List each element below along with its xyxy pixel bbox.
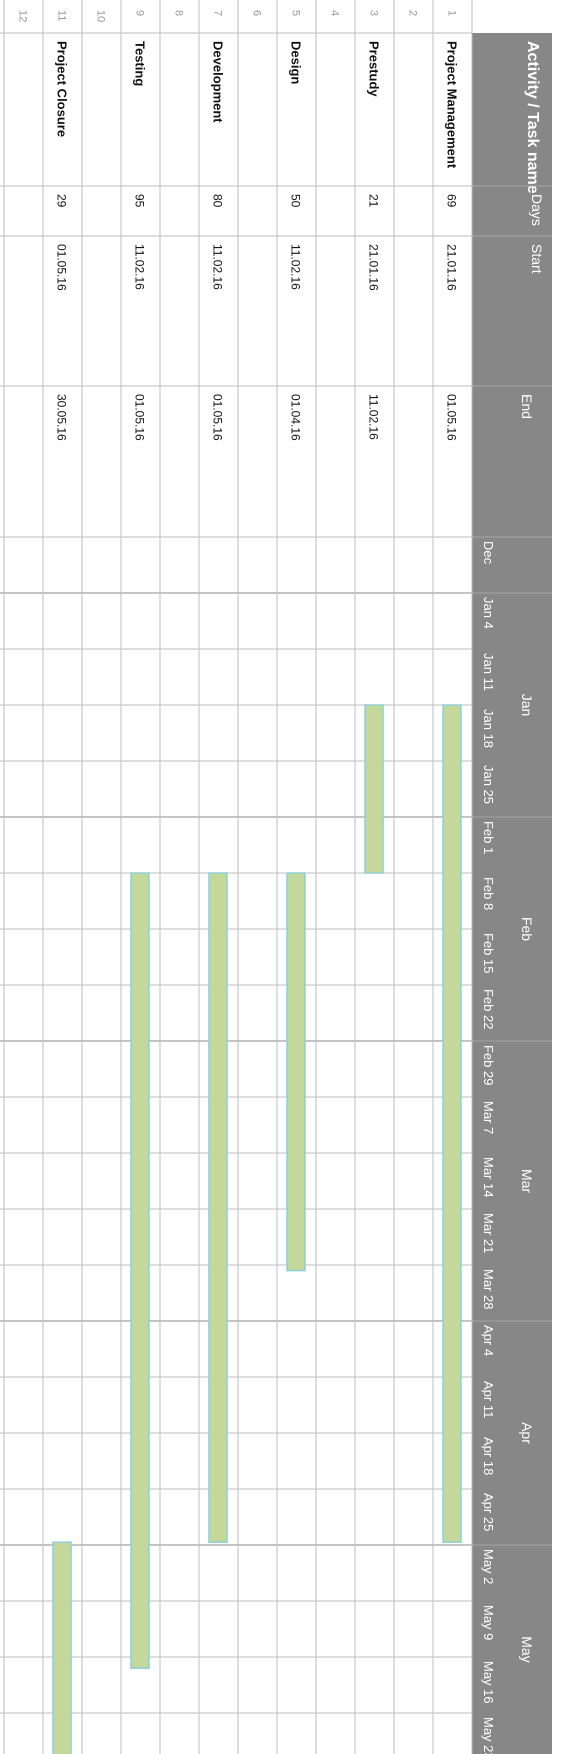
task-start: 11.02.16 [133, 244, 147, 290]
task-name: Project Closure [55, 41, 70, 137]
task-name: Project Management [445, 41, 460, 169]
week-label: Mar 28 [481, 1269, 496, 1309]
week-label: Jan 25 [481, 765, 496, 804]
task-days: 80 [211, 194, 225, 208]
task-days: 50 [289, 194, 303, 208]
task-start: 11.02.16 [289, 244, 303, 290]
row-number: 2 [407, 10, 419, 16]
week-label: Feb 29 [481, 1045, 496, 1085]
gantt-bar [130, 872, 150, 1669]
task-start: 21.01.16 [445, 244, 459, 291]
week-label: Mar 14 [481, 1157, 496, 1197]
week-label: Feb 8 [481, 877, 496, 910]
column-header-task: Activity / Task name [524, 41, 541, 194]
task-end: 01.04.16 [289, 394, 303, 441]
column-header-end: End [519, 394, 535, 419]
row-number: 9 [134, 10, 146, 16]
row-number: 1 [446, 10, 458, 16]
row-number: 3 [368, 10, 380, 16]
task-name: Design [289, 41, 304, 84]
task-name: Prestudy [367, 41, 382, 97]
month-label: Mar [519, 1169, 535, 1193]
column-header-days: Days [529, 194, 545, 226]
task-days: 95 [133, 194, 147, 208]
week-label: Mar 7 [481, 1101, 496, 1134]
week-label: Feb 1 [481, 821, 496, 854]
week-label: May 16 [481, 1661, 496, 1704]
gantt-bar [442, 704, 462, 1543]
task-name: Testing [133, 41, 148, 86]
week-label: Dec [481, 541, 496, 565]
task-start: 11.02.16 [211, 244, 225, 290]
task-start: 01.05.16 [55, 244, 69, 291]
week-label: May 9 [481, 1605, 496, 1640]
week-label: Jan 18 [481, 709, 496, 748]
gantt-bar [364, 704, 384, 874]
task-start: 21.01.16 [367, 244, 381, 291]
week-label: Jan 4 [481, 597, 496, 629]
row-number: 6 [251, 10, 263, 16]
task-end: 01.05.16 [445, 394, 459, 441]
task-days: 21 [367, 194, 381, 208]
month-label: Feb [519, 917, 535, 941]
task-end: 11.02.16 [367, 394, 381, 440]
month-label: Apr [519, 1422, 535, 1444]
week-label: Apr 4 [481, 1325, 496, 1356]
week-label: Jan 11 [481, 653, 496, 691]
row-number: 11 [56, 10, 68, 21]
week-label: Apr 11 [481, 1381, 496, 1418]
task-end: 01.05.16 [133, 394, 147, 441]
week-label: Mar 21 [481, 1213, 496, 1253]
week-label: Feb 15 [481, 933, 496, 973]
month-label: Jan [519, 694, 535, 717]
month-label: May [519, 1636, 535, 1662]
row-number: 4 [329, 10, 341, 16]
task-days: 29 [55, 194, 69, 208]
week-label: Apr 18 [481, 1437, 496, 1475]
gantt-bar [208, 872, 228, 1543]
row-number: 10 [95, 10, 107, 22]
week-label: Apr 25 [481, 1493, 496, 1531]
task-end: 01.05.16 [211, 394, 225, 441]
task-end: 30.05.16 [55, 394, 69, 441]
row-number: 5 [290, 10, 302, 16]
task-name: Development [211, 41, 226, 123]
gantt-bar [286, 872, 306, 1272]
row-number: 7 [212, 10, 224, 16]
task-days: 69 [445, 194, 459, 208]
week-label: May 2 [481, 1549, 496, 1584]
header-band [472, 33, 552, 1754]
column-header-start: Start [529, 244, 545, 274]
week-label: Feb 22 [481, 989, 496, 1029]
row-number: 12 [17, 10, 29, 22]
gantt-bar [52, 1541, 72, 1754]
row-number: 8 [173, 10, 185, 16]
week-label: May 23 [481, 1717, 496, 1754]
